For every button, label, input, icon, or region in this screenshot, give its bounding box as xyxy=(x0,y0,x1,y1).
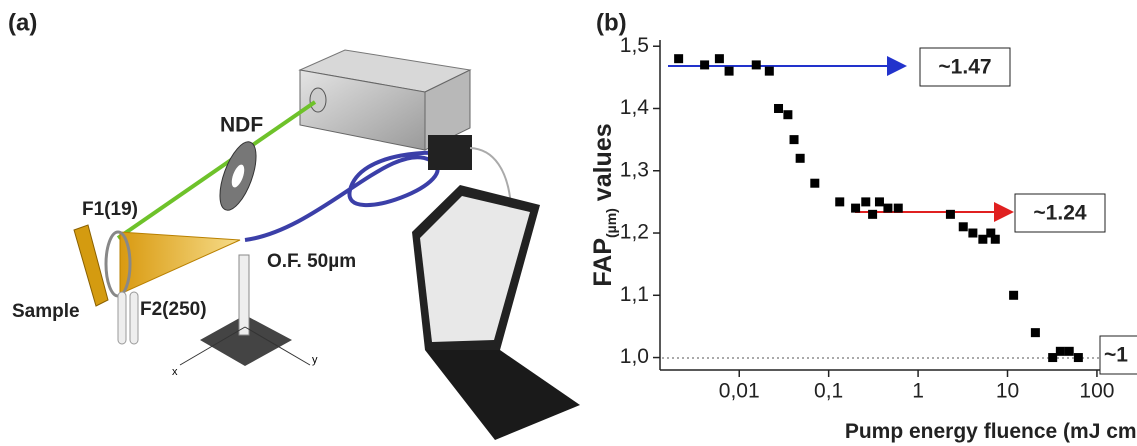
y-axis-label: FAP(µm) values xyxy=(589,123,619,286)
panel-label: (a) xyxy=(8,9,37,36)
marker xyxy=(724,66,734,76)
marker xyxy=(1009,290,1019,300)
marker xyxy=(795,153,805,163)
panel-label: (b) xyxy=(596,9,627,36)
y-tick-label: 1,1 xyxy=(620,283,649,306)
label: F1(19) xyxy=(82,199,138,220)
label: Sample xyxy=(12,301,80,322)
marker xyxy=(810,178,820,188)
marker xyxy=(893,203,903,213)
marker xyxy=(968,228,978,238)
lens-post xyxy=(117,291,127,345)
marker xyxy=(958,222,968,232)
label: F2(250) xyxy=(140,299,207,320)
marker xyxy=(674,54,684,64)
laptop-display xyxy=(420,196,530,342)
y-tick-label: 1,5 xyxy=(620,34,649,57)
marker xyxy=(1030,328,1040,338)
ndf-hole xyxy=(231,164,245,188)
marker xyxy=(700,60,710,70)
laser-aperture xyxy=(309,87,327,113)
marker xyxy=(835,197,845,207)
marker xyxy=(874,197,884,207)
annotation: ~1 xyxy=(1104,344,1128,367)
label: NDF xyxy=(220,114,263,137)
stand-post xyxy=(238,254,250,336)
setup-diagram: (a) NDF F1(19) O.F. 50µm Sample F2(250) … xyxy=(8,9,580,440)
sample xyxy=(73,224,109,307)
y-tick-label: 1,2 xyxy=(620,221,649,244)
x-axis-label: Pump energy fluence (mJ cm-2) xyxy=(845,415,1137,442)
marker xyxy=(883,203,893,213)
annotation-box xyxy=(919,47,1011,87)
marker xyxy=(714,54,724,64)
marker xyxy=(1055,346,1065,356)
marker xyxy=(868,209,878,219)
x-tick-label: 0,1 xyxy=(814,380,843,403)
marker xyxy=(764,66,774,76)
marker xyxy=(751,60,761,70)
marker xyxy=(1064,346,1074,356)
annotation-box xyxy=(1099,335,1137,375)
spectrometer xyxy=(428,135,472,170)
chart: (b) Pump energy fluence (mJ cm-2) FAP(µm… xyxy=(589,9,1137,443)
stand-base xyxy=(200,315,292,366)
x-tick-label: 1 xyxy=(912,380,924,403)
marker xyxy=(861,197,871,207)
laptop-base xyxy=(425,350,580,440)
light-cone xyxy=(119,231,241,295)
x-tick-label: 0,01 xyxy=(719,380,760,403)
lens-post xyxy=(129,291,139,345)
marker xyxy=(990,234,1000,244)
optical-fiber xyxy=(244,150,456,242)
x-tick-label: 10 xyxy=(996,380,1019,403)
label: O.F. 50µm xyxy=(267,251,356,272)
marker xyxy=(1048,353,1058,363)
y-tick-label: 1,4 xyxy=(620,96,650,119)
laser-side xyxy=(424,69,471,151)
label: y xyxy=(312,354,318,366)
marker xyxy=(783,110,793,120)
annotation-box xyxy=(1014,193,1106,233)
marker xyxy=(986,228,996,238)
marker xyxy=(978,234,988,244)
y-tick-label: 1,0 xyxy=(620,345,649,368)
axis-y xyxy=(244,326,311,366)
annotation: ~1.47 xyxy=(938,56,991,79)
y-tick-label: 1,3 xyxy=(620,158,649,181)
marker xyxy=(945,209,955,219)
annotation: ~1.24 xyxy=(1033,202,1086,225)
label: x xyxy=(172,366,178,378)
laser-beam xyxy=(116,100,317,240)
marker xyxy=(851,203,861,213)
x-tick-label: 100 xyxy=(1079,380,1114,403)
marker xyxy=(774,103,784,113)
axis-x xyxy=(179,326,246,366)
marker xyxy=(1073,353,1083,363)
marker xyxy=(789,135,799,145)
